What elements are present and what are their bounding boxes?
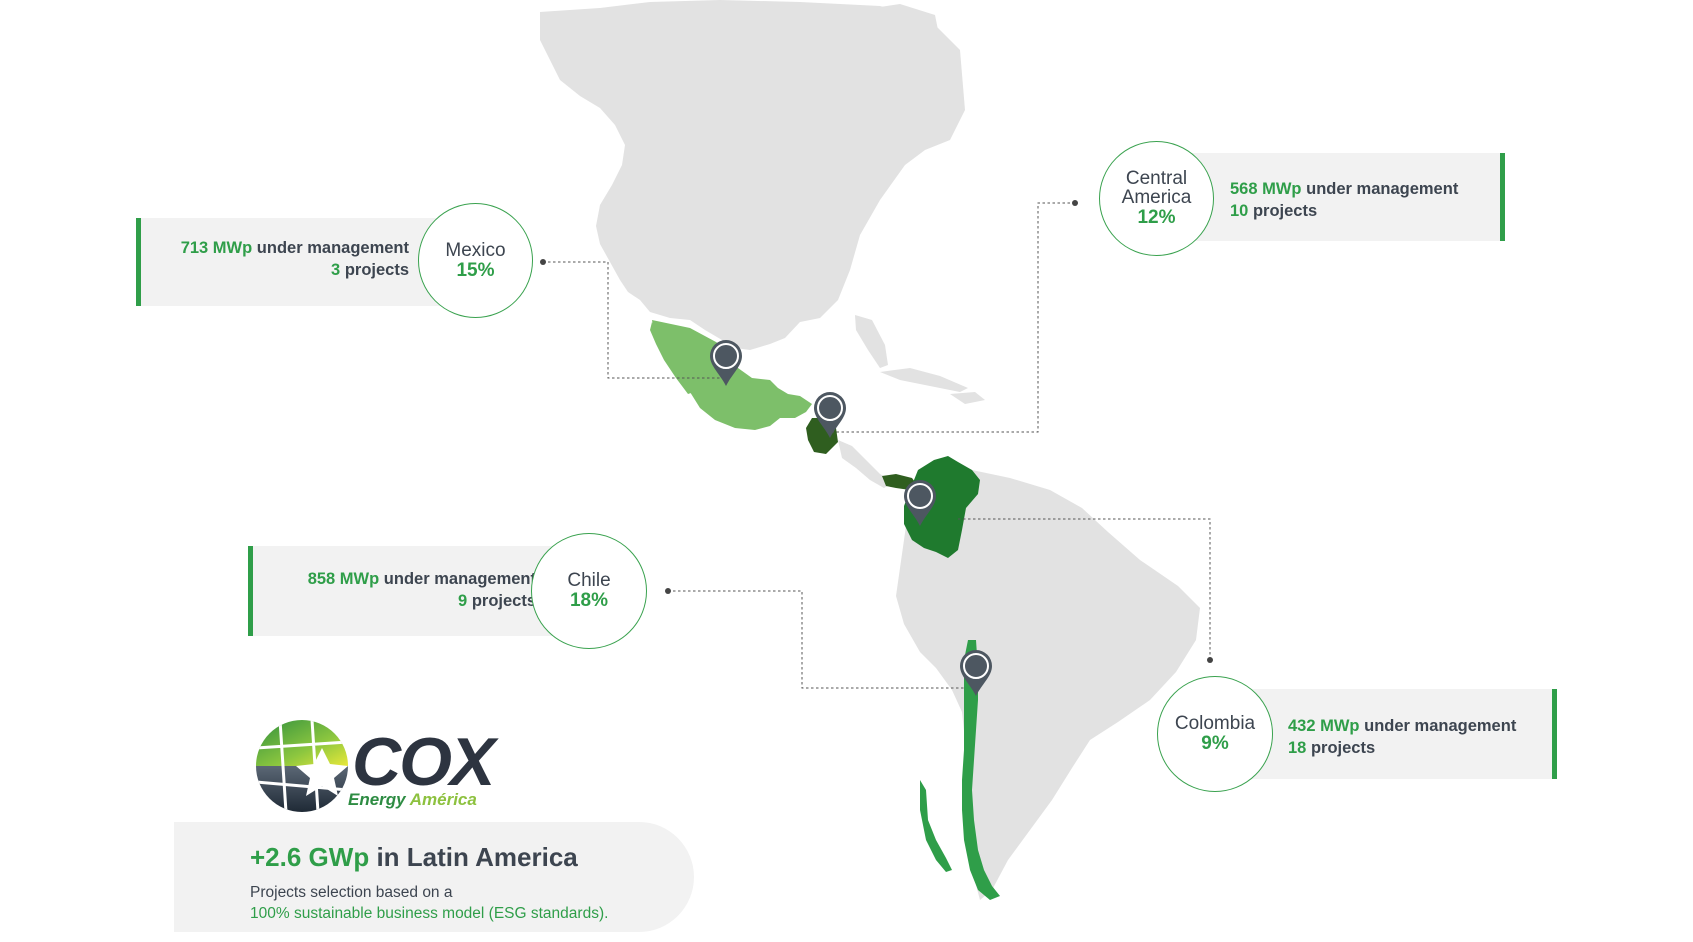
mexico-info-card: 713 MWp under management 3 projects (136, 218, 441, 306)
central-leader-line (832, 202, 1075, 433)
mexico-circle: Mexico 15% (418, 203, 533, 318)
summary-line-1: Projects selection based on a (250, 884, 453, 901)
chile-islands (920, 780, 952, 872)
mexico-projects: 3 projects (331, 261, 409, 279)
colombia-leader-line (958, 518, 1211, 660)
cox-logo: COX Energy América (348, 724, 495, 809)
summary-headline: +2.6 GWp in Latin America (250, 842, 578, 872)
cuba (880, 368, 968, 392)
central-leader-dot (1072, 200, 1078, 206)
chile-leader-dot (665, 588, 671, 594)
florida (855, 315, 888, 368)
mexico-capacity: 713 MWp under management (180, 239, 409, 257)
central-america-projects: 10 projects (1230, 202, 1318, 220)
summary-line-2: 100% sustainable business model (ESG sta… (250, 905, 609, 922)
chile-info-card: 858 MWp under management 9 projects (248, 546, 563, 636)
arctic-islands (762, 95, 835, 150)
chile-leader-line (668, 590, 966, 689)
colombia-name: Colombia (1174, 713, 1256, 734)
central-america-circle: Central America 12% (1099, 141, 1214, 256)
mexico-leader-line (543, 261, 724, 379)
hispaniola (950, 392, 985, 404)
colombia-pin-icon[interactable] (904, 480, 936, 526)
central-america-name-line1: Central (1125, 168, 1188, 189)
colombia-circle: Colombia 9% (1157, 676, 1273, 792)
cox-subtitle: Energy América (348, 790, 477, 809)
summary-box: +2.6 GWp in Latin America Projects selec… (174, 822, 694, 932)
central-america-isthmus (838, 440, 894, 488)
colombia-leader-dot (1207, 657, 1213, 663)
north-america-landmass (540, 0, 965, 350)
central-america-capacity: 568 MWp under management (1230, 180, 1459, 198)
central-america-percent: 12% (1137, 207, 1176, 228)
chile-percent: 18% (569, 590, 609, 611)
greenland (860, 4, 940, 60)
chile-capacity: 858 MWp under management (307, 570, 536, 588)
chile-circle: Chile 18% (531, 533, 647, 649)
colombia-capacity: 432 MWp under management (1288, 717, 1517, 735)
chile-projects: 9 projects (458, 592, 536, 610)
colombia-percent: 9% (1201, 733, 1229, 754)
chile-region (962, 640, 1000, 900)
chile-pin-icon[interactable] (960, 650, 992, 696)
cox-wordmark: COX (352, 724, 495, 800)
central-america-pin-icon[interactable] (814, 392, 846, 438)
mexico-leader-dot (540, 259, 546, 265)
colombia-projects: 18 projects (1288, 739, 1376, 757)
cox-logo-emblem (256, 720, 348, 812)
mexico-pin-icon[interactable] (710, 340, 742, 386)
chile-name: Chile (567, 570, 611, 591)
baja-california (650, 322, 694, 394)
mexico-name: Mexico (445, 239, 506, 261)
mexico-percent: 15% (456, 259, 495, 281)
central-america-name-line2: America (1121, 187, 1192, 208)
